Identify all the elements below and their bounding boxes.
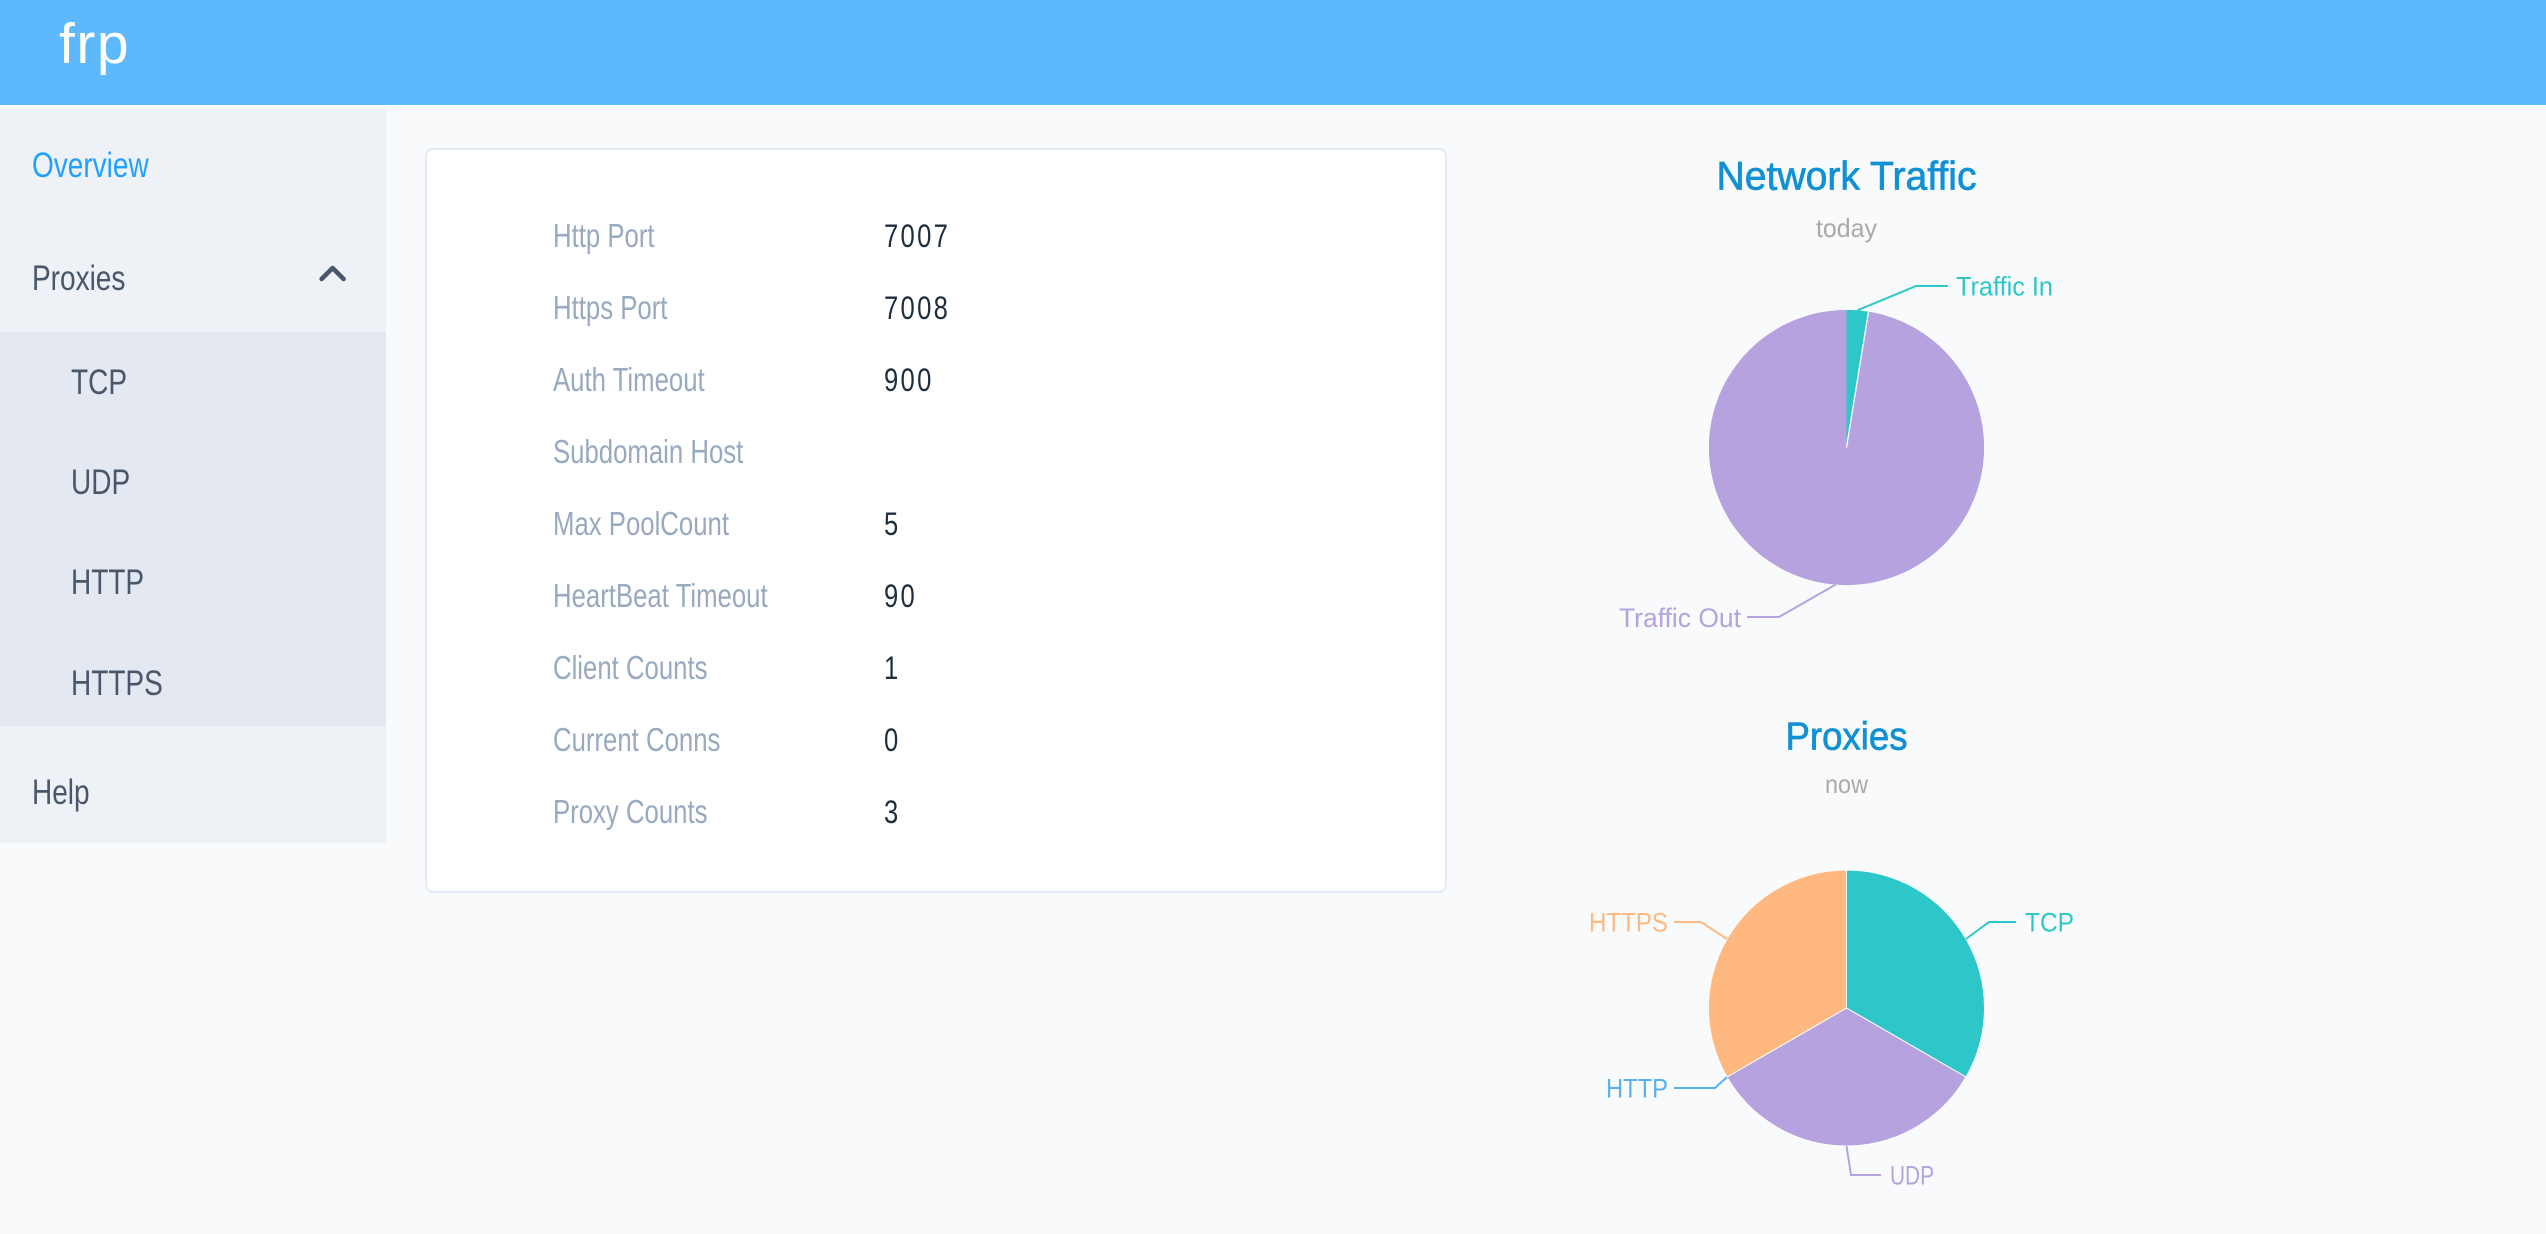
svg-text:Traffic Out: Traffic Out: [1619, 603, 1741, 633]
svg-text:HTTPS: HTTPS: [1589, 908, 1668, 938]
svg-text:UDP: UDP: [1890, 1161, 1934, 1191]
svg-text:TCP: TCP: [2025, 908, 2074, 938]
svg-text:Proxies: Proxies: [1786, 716, 1908, 759]
svg-text:HTTP: HTTP: [1606, 1074, 1668, 1104]
svg-text:now: now: [1825, 769, 1868, 799]
svg-text:today: today: [1816, 213, 1877, 243]
svg-text:Network Traffic: Network Traffic: [1717, 155, 1977, 199]
svg-text:Traffic In: Traffic In: [1956, 272, 2053, 302]
